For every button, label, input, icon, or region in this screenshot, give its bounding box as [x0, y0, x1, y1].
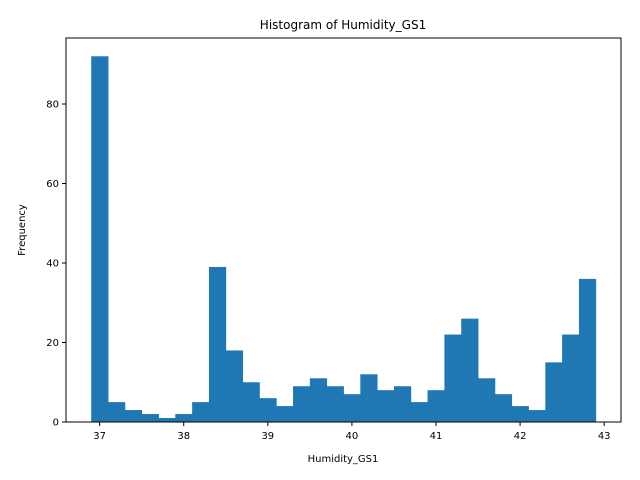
histogram-bar [578, 278, 597, 422]
histogram-bar [192, 402, 210, 422]
histogram-bar [175, 414, 193, 422]
histogram-bar [108, 402, 126, 422]
y-tick-label: 40 [46, 258, 59, 269]
histogram-bar [293, 386, 311, 422]
histogram-bar [545, 362, 563, 422]
y-axis-ticks: 0 20 40 60 80 [46, 99, 66, 429]
y-tick-label: 20 [46, 338, 59, 349]
y-tick-label: 0 [53, 418, 59, 429]
y-tick-label: 60 [46, 179, 59, 190]
plot-frame [65, 37, 622, 423]
histogram-bar [444, 334, 462, 422]
chart-title: Histogram of Humidity_GS1 [260, 18, 426, 32]
histogram-bar [309, 378, 328, 422]
x-tick-label: 38 [177, 431, 190, 442]
histogram-bar [91, 56, 109, 423]
x-axis-label: Humidity_GS1 [308, 454, 379, 465]
histogram-bar [343, 394, 361, 422]
histogram-bar [511, 406, 529, 422]
histogram-bar [494, 394, 513, 422]
histogram-bar [259, 398, 277, 422]
x-tick-label: 37 [93, 431, 106, 442]
histogram-bar [208, 266, 227, 422]
histogram-bar [478, 378, 496, 422]
histogram-bar [427, 390, 445, 422]
histogram-bar [124, 410, 143, 422]
histogram-bar [360, 374, 378, 422]
histogram-bar [393, 386, 412, 422]
histogram-bar [225, 350, 243, 422]
histogram-bar [410, 402, 428, 422]
x-tick-label: 41 [430, 431, 443, 442]
x-tick-label: 43 [598, 431, 611, 442]
histogram-bar [377, 390, 395, 422]
histogram-bar [461, 318, 479, 422]
histogram-bar [242, 382, 260, 422]
x-tick-label: 42 [514, 431, 527, 442]
histogram-bar [528, 410, 546, 422]
histogram-bar [141, 414, 159, 422]
x-tick-label: 39 [261, 431, 274, 442]
histogram-bar [276, 406, 294, 422]
y-axis-label: Frequency [17, 204, 28, 256]
histogram-bar [158, 418, 176, 422]
histogram-bar [326, 386, 344, 422]
y-tick-label: 80 [46, 99, 59, 110]
histogram-bar [562, 334, 580, 422]
x-axis-ticks: 37 38 39 40 41 42 43 [93, 422, 611, 442]
x-tick-label: 40 [346, 431, 359, 442]
bars-group [91, 56, 597, 423]
